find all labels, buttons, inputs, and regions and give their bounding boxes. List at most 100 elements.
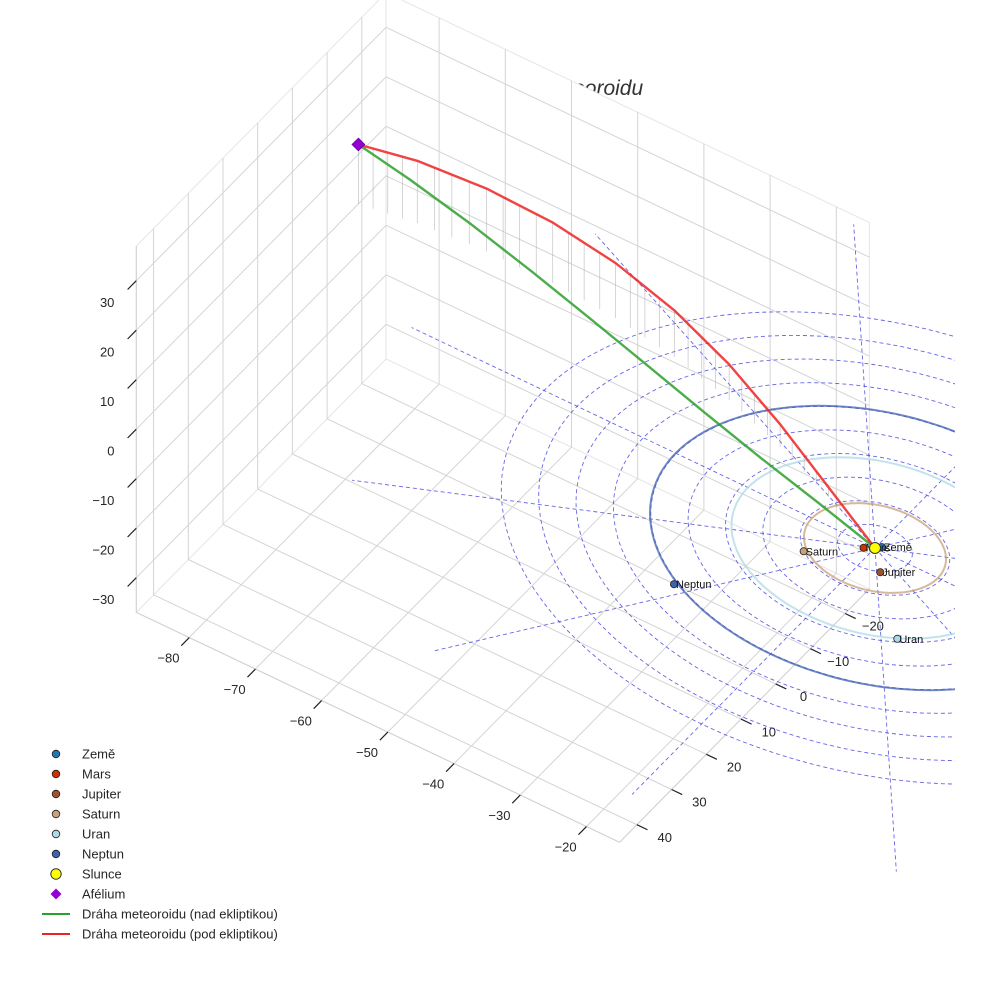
legend-label: Uran (82, 827, 110, 842)
legend-item: Afélium (50, 887, 125, 902)
legend-item: Mars (51, 767, 111, 782)
x-tick-label: −80 (157, 651, 179, 666)
planet-marker-uran (893, 634, 902, 643)
y-tick-label: 10 (762, 724, 776, 739)
y-grid-line (291, 87, 776, 685)
x-grid-line (586, 206, 837, 827)
reference-radial-line (874, 547, 955, 639)
y-tick-mark (706, 753, 718, 760)
orbit-neptun (648, 404, 955, 692)
z-tick-label: −10 (92, 493, 114, 508)
planet-marker-jupiter (876, 568, 885, 577)
z-tick-mark (127, 329, 137, 340)
x-axis-ticks: −80 −70 −60 −50 −40 −30 −20 (157, 637, 587, 855)
z-grid-line (135, 26, 870, 282)
orbit-branch-below-ecliptic (358, 143, 876, 549)
legend-marker (50, 868, 62, 880)
planet-marker-mars (859, 543, 868, 552)
orbit-uran (730, 456, 955, 640)
z-grid-line (135, 274, 870, 529)
reference-radial-line (631, 547, 876, 795)
legend-label: Neptun (82, 847, 124, 862)
z-tick-mark (127, 478, 137, 488)
y-tick-mark (844, 612, 856, 620)
legend-marker (51, 749, 61, 759)
z-grid-line (135, 76, 870, 331)
legend-item: Dráha meteoroidu (pod ekliptikou) (42, 927, 278, 942)
legend-item: Dráha meteoroidu (nad ekliptikou) (42, 907, 278, 922)
legend-item: Jupiter (51, 787, 122, 802)
x-tick-mark (578, 826, 587, 836)
y-tick-mark (740, 718, 752, 725)
reference-radial-line (874, 466, 955, 549)
z-grid-line (135, 175, 870, 430)
y-tick-label: 0 (800, 689, 807, 704)
z-tick-label: 20 (100, 344, 114, 359)
z-tick-mark (127, 577, 137, 587)
axes-grid (135, 17, 870, 827)
z-tick-label: 30 (100, 295, 114, 310)
reference-radial-line (853, 224, 876, 549)
legend-item: Slunce (50, 867, 122, 882)
planet-label: Saturn (806, 546, 838, 558)
y-grid-line (326, 52, 811, 650)
reference-radial-line (411, 327, 876, 549)
planet-label: Jupiter (882, 567, 915, 579)
legend-label: Mars (82, 767, 111, 782)
z-grid-line (135, 323, 870, 579)
legend-label: Země (82, 747, 115, 762)
planet-marker-saturn (799, 547, 808, 556)
z-axis-ticks: 30 20 10 0 −10 −20 −30 (92, 280, 137, 607)
x-axis-line (136, 611, 620, 843)
legend-item: Země (51, 747, 115, 762)
y-tick-mark (671, 788, 683, 796)
z-tick-mark (127, 280, 137, 290)
x-tick-mark (313, 700, 323, 710)
x-grid-line (387, 112, 639, 733)
z-tick-label: −20 (92, 542, 114, 557)
planet-label: Neptun (676, 579, 711, 591)
y-tick-label: 20 (727, 760, 741, 775)
z-tick-label: 0 (107, 443, 114, 458)
x-tick-label: −70 (224, 682, 246, 697)
x-tick-label: −60 (290, 714, 312, 729)
x-tick-label: −40 (422, 777, 444, 792)
legend-marker (51, 829, 61, 839)
y-axis-line (619, 588, 870, 843)
legend-label: Slunce (82, 867, 122, 882)
axis-lines (135, 246, 870, 843)
reference-radial-line (874, 528, 955, 549)
x-grid-line (519, 175, 771, 796)
right-back-pane (385, 0, 870, 590)
legend: Země Mars Jupiter Saturn Uran Neptun Slunce Afé… (42, 747, 278, 942)
legend-item: Neptun (51, 847, 124, 862)
legend-label: Dráha meteoroidu (pod ekliptikou) (82, 927, 278, 942)
x-tick-label: −50 (356, 745, 378, 760)
aphelion-marker (351, 137, 366, 152)
sun-marker (869, 542, 881, 554)
y-grid-line (153, 228, 638, 826)
z-tick-label: 10 (100, 394, 114, 409)
z-tick-label: −30 (92, 592, 114, 607)
x-grid-line (453, 143, 705, 764)
x-tick-mark (379, 731, 389, 741)
legend-label: Dráha meteoroidu (nad ekliptikou) (82, 907, 278, 922)
reference-radial-line (874, 547, 897, 872)
planet-label: Uran (899, 634, 923, 646)
y-tick-mark (810, 648, 822, 655)
x-tick-mark (180, 637, 190, 647)
z-grid-line (135, 224, 870, 480)
y-axis-ticks: −20 −10 0 10 20 30 40 (636, 612, 884, 845)
x-tick-mark (445, 763, 455, 773)
legend-label: Afélium (82, 887, 125, 902)
x-grid-line (321, 80, 572, 701)
z-tick-mark (127, 527, 137, 538)
reference-radial-line (432, 547, 876, 652)
axes-panes (135, 0, 871, 843)
z-grid-line (135, 125, 870, 381)
reference-radial-line (874, 547, 955, 559)
orbit-saturn (803, 502, 947, 594)
legend-marker (51, 789, 61, 799)
x-tick-mark (511, 794, 521, 804)
